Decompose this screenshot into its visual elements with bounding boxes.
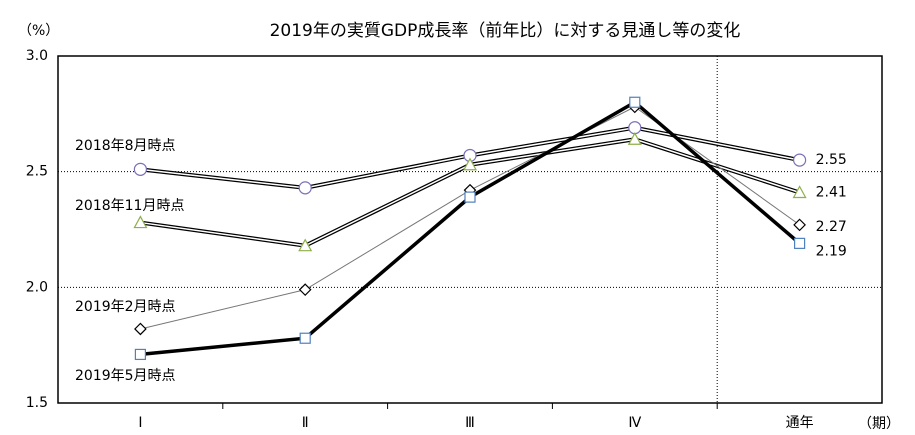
- marker: [134, 348, 146, 361]
- y-unit: （%）: [18, 23, 59, 39]
- value-label: 2.27: [816, 219, 847, 235]
- series-label: 2018年8月時点: [75, 138, 176, 154]
- chart-title: 2019年の実質GDP成長率（前年比）に対する見通し等の変化: [270, 21, 741, 41]
- value-label: 2.41: [816, 184, 847, 200]
- value-label: 2.19: [816, 243, 847, 259]
- y-tick-label: 2.5: [26, 164, 48, 180]
- marker: [298, 238, 313, 252]
- marker: [464, 191, 476, 203]
- y-tick-label: 3.0: [26, 48, 48, 64]
- marker: [298, 283, 312, 296]
- x-tick-label: Ⅳ: [628, 415, 641, 431]
- marker: [629, 96, 641, 108]
- marker: [298, 181, 312, 195]
- series-label: 2019年2月時点: [75, 299, 176, 315]
- marker: [792, 185, 807, 199]
- x-unit: （期）: [858, 416, 900, 432]
- marker: [462, 157, 478, 171]
- plot-frame: [57, 55, 883, 404]
- marker: [793, 218, 806, 232]
- marker: [133, 215, 148, 229]
- y-tick-label: 1.5: [26, 395, 48, 411]
- marker: [628, 121, 642, 135]
- marker: [133, 162, 147, 176]
- x-tick-label: 通年: [786, 415, 814, 431]
- series-label: 2018年11月時点: [75, 198, 184, 214]
- marker: [134, 322, 147, 336]
- series-label: 2019年5月時点: [75, 368, 176, 384]
- x-tick-label: Ⅱ: [302, 415, 309, 431]
- x-tick-label: Ⅲ: [465, 415, 475, 431]
- y-tick-label: 2.0: [26, 279, 48, 295]
- marker: [299, 332, 311, 344]
- marker: [627, 132, 642, 145]
- marker: [793, 237, 806, 249]
- value-label: 2.55: [816, 152, 847, 168]
- marker: [792, 153, 807, 167]
- x-tick-label: Ⅰ: [138, 415, 142, 431]
